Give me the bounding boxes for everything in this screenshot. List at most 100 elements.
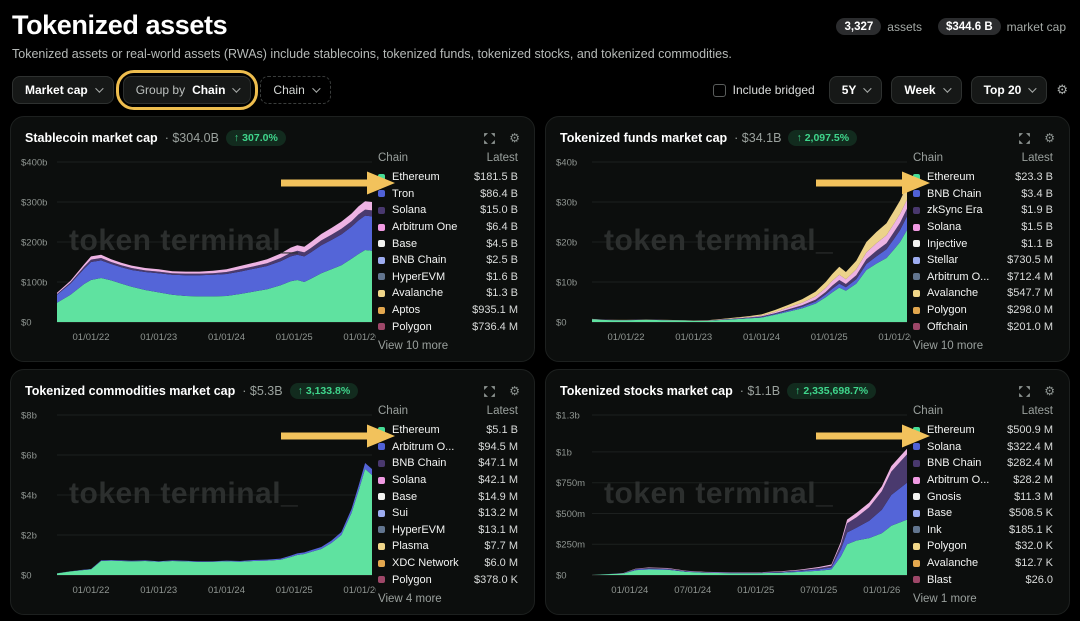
legend: Chain Latest Ethereum $500.9 M Solana $322.… — [913, 401, 1053, 605]
stacked-area-chart[interactable]: $1.3b $1b $750m $500m $250m $0 01/01/24 07/01/2… — [554, 407, 911, 603]
panel-title: Tokenized commodities market cap — [25, 384, 236, 398]
legend-row[interactable]: Ethereum $181.5 B — [378, 169, 518, 186]
panel-header: Stablecoin market cap · $304.0B ↑ 307.0% … — [11, 117, 534, 146]
chain-color-dot — [913, 240, 920, 248]
include-bridged-label: Include bridged — [732, 83, 815, 97]
legend-row[interactable]: XDC Network $6.0 M — [378, 555, 518, 572]
legend-row[interactable]: Ethereum $5.1 B — [378, 422, 518, 439]
granularity-dropdown[interactable]: Week — [891, 76, 962, 104]
svg-text:01/01/26: 01/01/26 — [343, 332, 376, 343]
view-more-link[interactable]: View 10 more — [913, 339, 984, 352]
legend-row[interactable]: Injective $1.1 B — [913, 235, 1053, 252]
chain-latest-value: $86.4 B — [480, 187, 518, 200]
chain-name: Ethereum — [927, 424, 975, 437]
legend-row[interactable]: HyperEVM $1.6 B — [378, 269, 518, 286]
legend-row[interactable]: BNB Chain $3.4 B — [913, 186, 1053, 203]
legend-row[interactable]: Solana $1.5 B — [913, 219, 1053, 236]
annotation-arrow-icon — [816, 424, 930, 448]
expand-icon[interactable] — [483, 385, 496, 398]
legend-row[interactable]: Offchain $201.0 M — [913, 318, 1053, 335]
legend-row[interactable]: Sui $13.2 M — [378, 505, 518, 522]
view-more-link[interactable]: View 4 more — [378, 592, 442, 605]
legend-row[interactable]: Base $4.5 B — [378, 235, 518, 252]
legend-row[interactable]: Solana $15.0 B — [378, 202, 518, 219]
legend-row[interactable]: Polygon $298.0 M — [913, 302, 1053, 319]
legend-row[interactable]: Blast $26.0 — [913, 571, 1053, 588]
svg-text:$0: $0 — [21, 318, 32, 329]
chain-latest-value: $12.7 K — [1015, 557, 1053, 570]
chain-color-dot — [378, 190, 385, 198]
chain-color-dot — [378, 273, 385, 281]
legend-row[interactable]: Polygon $736.4 M — [378, 318, 518, 335]
chain-latest-value: $32.0 K — [1015, 540, 1053, 553]
chain-name: Stellar — [927, 254, 959, 267]
group-by-dropdown[interactable]: Group by Chain — [122, 76, 252, 104]
expand-icon[interactable] — [1018, 132, 1031, 145]
assets-count-label: assets — [887, 19, 922, 34]
svg-text:$20b: $20b — [556, 238, 577, 249]
chevron-down-icon — [94, 84, 104, 93]
legend-row[interactable]: Arbitrum O... $28.2 M — [913, 472, 1053, 489]
legend-row[interactable]: Ethereum $500.9 M — [913, 422, 1053, 439]
legend-row[interactable]: Plasma $7.7 M — [378, 538, 518, 555]
legend-row[interactable]: Solana $322.4 M — [913, 439, 1053, 456]
svg-text:01/01/22: 01/01/22 — [73, 332, 110, 343]
legend-row[interactable]: BNB Chain $47.1 M — [378, 455, 518, 472]
legend-row[interactable]: Tron $86.4 B — [378, 186, 518, 203]
chain-color-dot — [378, 426, 385, 434]
legend-row[interactable]: Solana $42.1 M — [378, 472, 518, 489]
view-more-link[interactable]: View 10 more — [378, 339, 449, 352]
legend-row[interactable]: Aptos $935.1 M — [378, 302, 518, 319]
expand-icon[interactable] — [1018, 385, 1031, 398]
legend-row[interactable]: Arbitrum O... $94.5 M — [378, 439, 518, 456]
view-more-link[interactable]: View 1 more — [913, 592, 977, 605]
chain-color-dot — [913, 206, 920, 214]
svg-text:$750m: $750m — [556, 478, 585, 489]
chain-color-dot — [913, 509, 920, 517]
legend-row[interactable]: BNB Chain $282.4 M — [913, 455, 1053, 472]
chain-name: Offchain — [927, 320, 968, 333]
legend-row[interactable]: Avalanche $1.3 B — [378, 285, 518, 302]
legend-row[interactable]: Arbitrum O... $712.4 M — [913, 269, 1053, 286]
chain-filter-dropdown[interactable]: Chain — [260, 76, 331, 104]
svg-text:$30b: $30b — [556, 198, 577, 209]
legend-row[interactable]: Base $14.9 M — [378, 488, 518, 505]
chain-latest-value: $322.4 M — [1007, 440, 1053, 453]
include-bridged-checkbox[interactable] — [712, 83, 726, 97]
chain-color-dot — [378, 289, 385, 297]
legend-row[interactable]: Stellar $730.5 M — [913, 252, 1053, 269]
panel-change-badge: ↑ 3,133.8% — [289, 383, 359, 399]
metric-dropdown[interactable]: Market cap — [12, 76, 114, 104]
panel-settings-icon[interactable]: ⚙ — [1044, 131, 1055, 145]
settings-icon[interactable]: ⚙ — [1056, 82, 1068, 98]
stacked-area-chart[interactable]: $400b $300b $200b $100b $0 01/01/22 01/01/23 01… — [19, 154, 376, 350]
chain-name: Avalanche — [927, 287, 979, 300]
include-bridged-toggle[interactable]: Include bridged — [712, 83, 815, 97]
legend-row[interactable]: Ethereum $23.3 B — [913, 169, 1053, 186]
legend-row[interactable]: zkSync Era $1.9 B — [913, 202, 1053, 219]
chain-color-dot — [378, 256, 385, 264]
legend-row[interactable]: Arbitrum One $6.4 B — [378, 219, 518, 236]
stacked-area-chart[interactable]: $8b $6b $4b $2b $0 01/01/22 01/01/23 01/01/24 01… — [19, 407, 376, 603]
legend-row[interactable]: HyperEVM $13.1 M — [378, 522, 518, 539]
stacked-area-chart[interactable]: $40b $30b $20b $10b $0 01/01/22 01/01/23 01/01/… — [554, 154, 911, 350]
time-range-dropdown[interactable]: 5Y — [828, 76, 883, 104]
chain-color-dot — [913, 256, 920, 264]
time-range-value: 5Y — [841, 83, 857, 97]
top-n-dropdown[interactable]: Top 20 — [970, 76, 1048, 104]
panel-settings-icon[interactable]: ⚙ — [509, 384, 520, 398]
panel-change-badge: ↑ 2,097.5% — [788, 130, 858, 146]
legend-row[interactable]: Ink $185.1 K — [913, 522, 1053, 539]
legend-row[interactable]: Base $508.5 K — [913, 505, 1053, 522]
legend-row[interactable]: Polygon $378.0 K — [378, 571, 518, 588]
legend-row[interactable]: Avalanche $547.7 M — [913, 285, 1053, 302]
legend-row[interactable]: Gnosis $11.3 M — [913, 488, 1053, 505]
panel-settings-icon[interactable]: ⚙ — [509, 131, 520, 145]
legend-row[interactable]: BNB Chain $2.5 B — [378, 252, 518, 269]
group-by-value: Chain — [192, 83, 226, 97]
legend-row[interactable]: Polygon $32.0 K — [913, 538, 1053, 555]
expand-icon[interactable] — [483, 132, 496, 145]
panel-settings-icon[interactable]: ⚙ — [1044, 384, 1055, 398]
legend-row[interactable]: Avalanche $12.7 K — [913, 555, 1053, 572]
svg-text:01/01/24: 01/01/24 — [208, 332, 245, 343]
